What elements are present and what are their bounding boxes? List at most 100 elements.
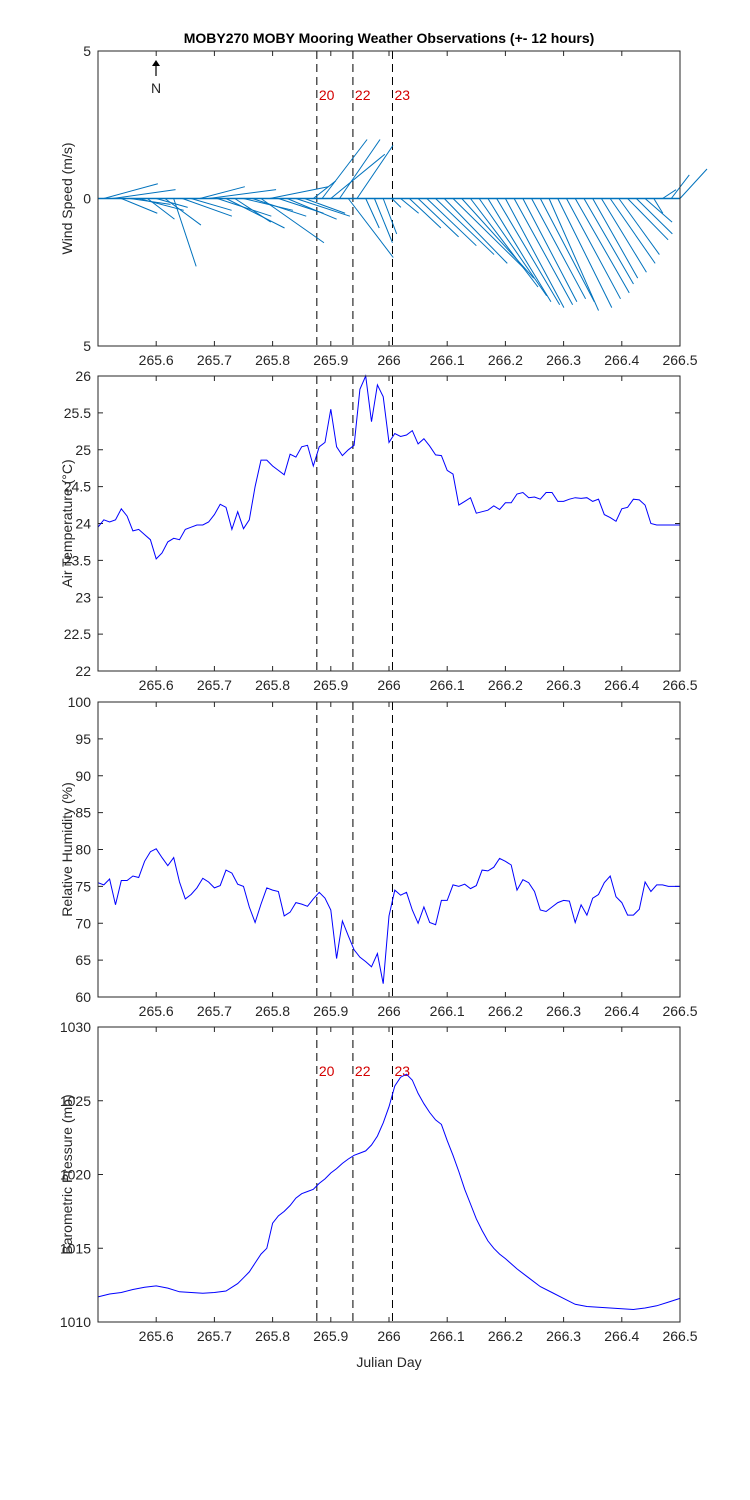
x-tick-label: 266.5 <box>662 1328 697 1344</box>
y-tick-label: 75 <box>75 878 91 894</box>
y-tick-label: 26 <box>75 368 91 384</box>
event-label: 23 <box>394 1063 410 1079</box>
x-tick-label: 265.7 <box>197 677 232 693</box>
wind-vector <box>199 186 245 199</box>
wind-vector <box>147 198 175 220</box>
air-temperature-axes-box <box>97 375 681 672</box>
wind-vector <box>679 168 708 199</box>
x-tick-label: 266.4 <box>604 1003 639 1019</box>
x-tick-label: 266.5 <box>662 677 697 693</box>
wind-vector <box>496 198 561 305</box>
y-tick-label: 95 <box>75 731 91 747</box>
wind-vector <box>478 198 548 297</box>
x-tick-label: 265.7 <box>197 1003 232 1019</box>
y-tick-label: 1020 <box>60 1167 91 1183</box>
x-tick-label: 266.2 <box>488 352 523 368</box>
x-tick-label: 265.6 <box>139 677 174 693</box>
x-tick-label: 265.6 <box>139 352 174 368</box>
event-label: 22 <box>355 87 371 103</box>
x-tick-label: 266.1 <box>430 1003 465 1019</box>
x-tick-label: 265.9 <box>313 1003 348 1019</box>
x-tick-label: 266.3 <box>546 677 581 693</box>
wind-vector <box>356 145 394 199</box>
wind-vector <box>601 198 647 273</box>
panels: 5 0 5 265.6 265.7 265.8 265.9 266 266.1 266.2 266.… <box>59 43 708 1344</box>
y-tick-label: 22.5 <box>64 626 91 642</box>
wind-vector <box>365 198 380 229</box>
y-tick-label: 23 <box>75 589 91 605</box>
wind-vector <box>112 189 176 199</box>
relative-humidity-axes-box <box>97 701 681 998</box>
wind-vector <box>513 198 574 305</box>
x-tick-label: 265.9 <box>313 1328 348 1344</box>
wind-vector <box>138 198 184 211</box>
wind-vector <box>208 189 277 199</box>
barometric-pressure-y-label: Barometric Pressure (mb) <box>59 1094 75 1254</box>
relative-humidity-series-line <box>97 848 680 984</box>
wind-speed-panel: 5 0 5 265.6 265.7 265.8 265.9 266 266.1 266.2 266.… <box>59 43 708 368</box>
x-tick-label: 265.7 <box>197 1328 232 1344</box>
air-temperature-series-line <box>97 374 680 560</box>
x-tick-label: 265.6 <box>139 1003 174 1019</box>
y-tick-label: 100 <box>68 694 92 710</box>
barometric-pressure-panel: 1030 1025 1020 1015 1010 265.6 265.7 265.8 265.9… <box>59 1019 698 1344</box>
y-tick-label: 5 <box>83 338 91 354</box>
wind-vector <box>225 198 285 229</box>
y-tick-label: 22 <box>75 663 91 679</box>
wind-vector <box>470 198 539 288</box>
y-tick-label: 23.5 <box>64 552 91 568</box>
y-tick-label: 65 <box>75 952 91 968</box>
wind-vector <box>635 198 673 235</box>
wind-vector <box>182 198 233 217</box>
x-tick-label: 266.3 <box>546 352 581 368</box>
x-tick-label: 266.3 <box>546 1003 581 1019</box>
chart-title: MOBY270 MOBY Mooring Weather Observation… <box>184 30 595 46</box>
wind-vector <box>121 198 158 214</box>
wind-vector <box>156 198 188 208</box>
wind-vector <box>548 198 600 311</box>
y-tick-label: 60 <box>75 989 91 1005</box>
wind-vector <box>304 198 346 214</box>
y-tick-label: 1015 <box>60 1240 91 1256</box>
wind-speed-axes-box <box>97 50 681 347</box>
wind-vector <box>190 198 232 211</box>
x-tick-label: 265.8 <box>255 1328 290 1344</box>
x-tick-label: 266 <box>377 677 401 693</box>
x-tick-label: 265.9 <box>313 677 348 693</box>
x-tick-label: 265.8 <box>255 677 290 693</box>
x-tick-label: 266.1 <box>430 677 465 693</box>
wind-vector <box>592 198 639 279</box>
wind-vector <box>313 180 337 199</box>
wind-vector <box>339 139 381 199</box>
wind-vector <box>618 198 660 255</box>
x-tick-label: 265.9 <box>313 352 348 368</box>
north-label: N <box>151 80 161 96</box>
wind-vector <box>252 198 307 217</box>
wind-vector <box>286 198 337 220</box>
wind-vector <box>662 189 677 199</box>
relative-humidity-y-label: Relative Humidity (%) <box>59 782 75 917</box>
wind-speed-y-label: Wind Speed (m/s) <box>59 142 75 254</box>
wind-vector <box>653 198 664 214</box>
x-tick-label: 266.2 <box>488 1003 523 1019</box>
wind-vector <box>627 198 669 241</box>
y-tick-label: 24.5 <box>64 479 91 495</box>
x-tick-label: 266 <box>377 1003 401 1019</box>
wind-vector <box>522 198 578 302</box>
x-tick-label: 266.5 <box>662 352 697 368</box>
wind-vector <box>234 198 272 223</box>
wind-vector <box>330 153 386 199</box>
air-temperature-panel: 26 25.5 25 24.5 24 23.5 23 22.5 22 265.6 265.7 265.… <box>59 368 698 693</box>
wind-vector <box>435 198 495 255</box>
wind-vector <box>373 198 393 243</box>
wind-vector <box>644 198 673 223</box>
wind-vector <box>295 198 351 217</box>
x-tick-label: 266.2 <box>488 677 523 693</box>
x-tick-label: 266.1 <box>430 352 465 368</box>
wind-vector <box>443 198 508 264</box>
y-tick-label: 85 <box>75 805 91 821</box>
wind-vector <box>391 198 402 208</box>
wind-vector <box>173 198 197 267</box>
wind-vector <box>382 198 398 235</box>
